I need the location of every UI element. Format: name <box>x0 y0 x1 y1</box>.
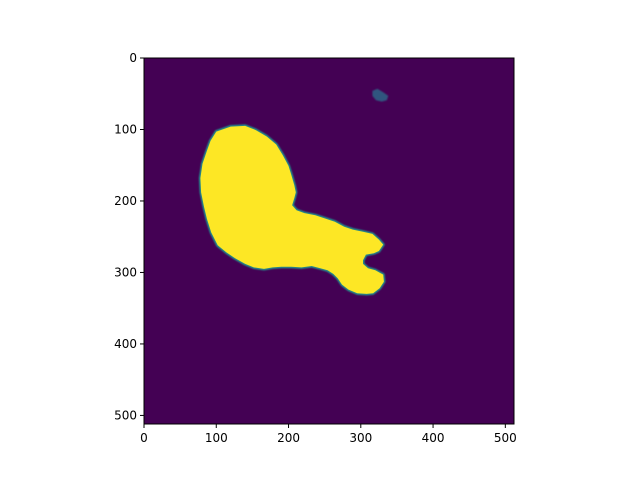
y-tick-label: 100 <box>114 122 137 136</box>
x-axis-ticks: 0 100 200 300 400 500 <box>140 424 517 445</box>
x-tick-label: 400 <box>422 431 445 445</box>
y-tick-label: 400 <box>114 337 137 351</box>
x-tick-label: 0 <box>140 431 148 445</box>
axes-frame <box>143 57 515 425</box>
region-1 <box>372 88 389 102</box>
x-tick-label: 200 <box>277 431 300 445</box>
y-tick-label: 200 <box>114 194 137 208</box>
mask-regions <box>198 88 389 296</box>
y-tick-label: 0 <box>129 51 137 65</box>
region-0 <box>200 125 384 294</box>
x-tick-label: 100 <box>205 431 228 445</box>
y-axis-ticks: 0 100 200 300 400 500 <box>114 51 144 422</box>
x-tick-label: 500 <box>494 431 517 445</box>
y-tick-label: 500 <box>114 408 137 422</box>
y-tick-label: 300 <box>114 265 137 279</box>
x-tick-label: 300 <box>349 431 372 445</box>
plot-area <box>144 58 514 424</box>
